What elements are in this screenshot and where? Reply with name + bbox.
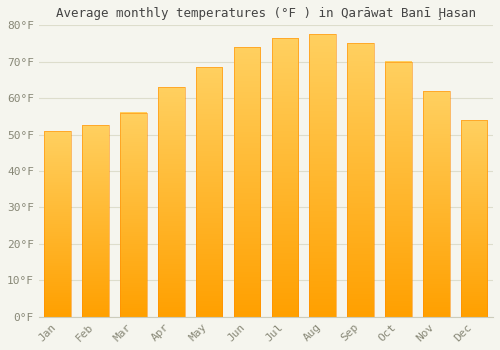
Bar xyxy=(348,43,374,317)
Bar xyxy=(385,62,411,317)
Bar xyxy=(120,113,146,317)
Bar xyxy=(272,38,298,317)
Bar xyxy=(158,87,184,317)
Bar xyxy=(310,34,336,317)
Title: Average monthly temperatures (°F ) in Qarāwat Banī Ḩasan: Average monthly temperatures (°F ) in Qa… xyxy=(56,7,476,20)
Bar xyxy=(423,91,450,317)
Bar xyxy=(196,67,222,317)
Bar xyxy=(461,120,487,317)
Bar xyxy=(44,131,71,317)
Bar xyxy=(234,47,260,317)
Bar xyxy=(82,126,109,317)
